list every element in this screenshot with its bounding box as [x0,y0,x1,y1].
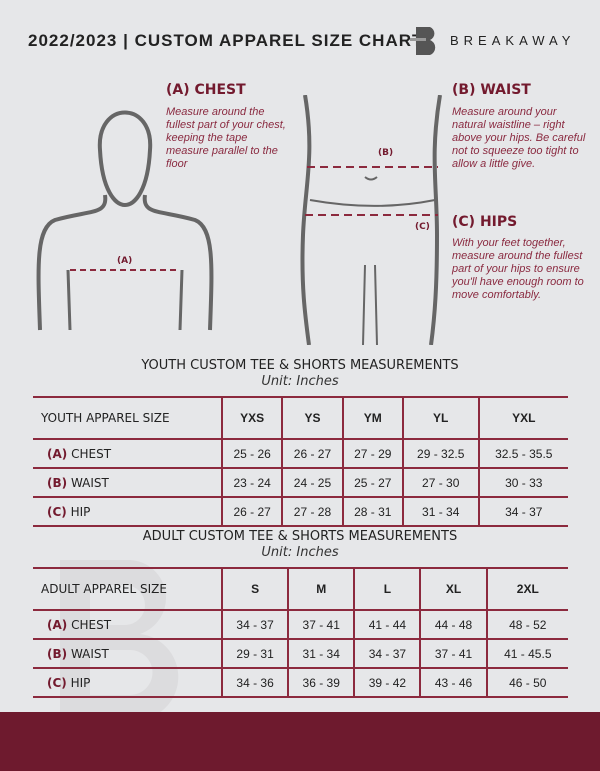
measurement-label: (C) HIP [33,667,222,698]
youth-unit: Unit: Inches [261,374,339,389]
measurement-name: HIP [70,675,91,690]
chest-figure-icon [36,110,214,331]
hips-marker: (C) [415,222,430,232]
measurement-value: 44 - 48 [419,609,487,640]
size-header: M [287,567,355,611]
measurement-value: 25 - 26 [220,438,283,469]
chest-description: Measure around the fullest part of your … [166,106,286,170]
measurement-value: 27 - 30 [401,467,479,498]
measurement-value: 26 - 27 [281,438,343,469]
youth-size-table: YOUTH APPAREL SIZE YXS YS YM YL YXL (A) CHEST 2… [33,396,568,527]
measurement-value: 29 - 32.5 [401,438,479,469]
measurement-value: 43 - 46 [419,667,487,698]
measurement-letter: (C) [47,675,67,690]
measurement-label: (A) CHEST [33,609,222,640]
measurement-letter: (C) [47,504,67,519]
measurement-label: (C) HIP [33,496,222,527]
measurement-value: 23 - 24 [220,467,283,498]
measurement-label: (B) WAIST [33,467,222,498]
hips-heading: (C) HIPS [452,214,518,230]
table-row: (B) WAIST 23 - 24 24 - 25 25 - 27 27 - 30 30 … [33,467,568,498]
measurement-value: 37 - 41 [419,638,487,669]
table-row: (C) HIP 26 - 27 27 - 28 28 - 31 31 - 34 34 - … [33,496,568,527]
waist-heading: (B) WAIST [452,82,531,98]
header-row: ADULT APPAREL SIZE S M L XL 2XL [33,567,568,611]
measurement-value: 27 - 28 [281,496,343,527]
measurement-letter: (A) [47,446,68,461]
size-header: YXL [477,396,568,440]
measurement-value: 29 - 31 [220,638,289,669]
measurement-name: WAIST [70,475,109,490]
size-label: ADULT APPAREL SIZE [33,567,222,611]
measurement-value: 26 - 27 [220,496,283,527]
measurement-value: 27 - 29 [341,438,403,469]
measurement-name: CHEST [71,617,112,632]
size-header: 2XL [485,567,568,611]
table-row: (C) HIP 34 - 36 36 - 39 39 - 42 43 - 46 46 - … [33,667,568,698]
measurement-value: 34 - 37 [220,609,289,640]
hips-description: With your feet together, measure around … [452,237,584,301]
measurement-name: WAIST [70,646,109,661]
waist-marker: (B) [378,148,394,158]
measurement-value: 48 - 52 [485,609,568,640]
size-header: L [353,567,421,611]
brand-name: BREAKAWAY [450,33,576,48]
measurement-value: 24 - 25 [281,467,343,498]
measurement-name: HIP [70,504,91,519]
measurement-value: 28 - 31 [341,496,403,527]
measurement-letter: (B) [47,475,68,490]
chest-marker: (A) [117,256,133,266]
youth-table-title: YOUTH CUSTOM TEE & SHORTS MEASUREMENTS [141,358,459,373]
size-header: XL [419,567,487,611]
measurement-value: 37 - 41 [287,609,355,640]
table-row: (A) CHEST 34 - 37 37 - 41 41 - 44 44 - 48 48 … [33,609,568,640]
page-title: 2022/2023 | CUSTOM APPAREL SIZE CHART [28,31,424,50]
measurement-value: 34 - 37 [477,496,568,527]
measurement-value: 31 - 34 [401,496,479,527]
size-header: YM [341,396,403,440]
measurement-value: 31 - 34 [287,638,355,669]
chest-heading: (A) CHEST [166,82,246,98]
measurement-value: 39 - 42 [353,667,421,698]
adult-size-table: ADULT APPAREL SIZE S M L XL 2XL (A) CHEST 34 - … [33,567,568,698]
size-header: YL [401,396,479,440]
measurement-value: 25 - 27 [341,467,403,498]
adult-unit: Unit: Inches [261,545,339,560]
measurement-label: (B) WAIST [33,638,222,669]
size-label: YOUTH APPAREL SIZE [33,396,222,440]
measurement-value: 30 - 33 [477,467,568,498]
breakaway-logo-icon [410,27,436,55]
measurement-name: CHEST [71,446,112,461]
size-header: YS [281,396,343,440]
measurement-label: (A) CHEST [33,438,222,469]
measurement-letter: (A) [47,617,68,632]
measurement-value: 32.5 - 35.5 [477,438,568,469]
measurement-value: 41 - 45.5 [485,638,568,669]
waist-description: Measure around your natural waistline – … [452,106,586,170]
adult-table-title: ADULT CUSTOM TEE & SHORTS MEASUREMENTS [142,529,458,544]
measurement-value: 36 - 39 [287,667,355,698]
size-header: S [220,567,289,611]
footer-band [0,712,600,771]
torso-figure-icon [300,95,442,345]
measurement-value: 41 - 44 [353,609,421,640]
size-header: YXS [220,396,283,440]
measurement-letter: (B) [47,646,68,661]
measurement-value: 34 - 37 [353,638,421,669]
measurement-value: 46 - 50 [485,667,568,698]
header-row: YOUTH APPAREL SIZE YXS YS YM YL YXL [33,396,568,440]
table-row: (B) WAIST 29 - 31 31 - 34 34 - 37 37 - 41 41 … [33,638,568,669]
measurement-value: 34 - 36 [220,667,289,698]
table-row: (A) CHEST 25 - 26 26 - 27 27 - 29 29 - 32.5 3… [33,438,568,469]
